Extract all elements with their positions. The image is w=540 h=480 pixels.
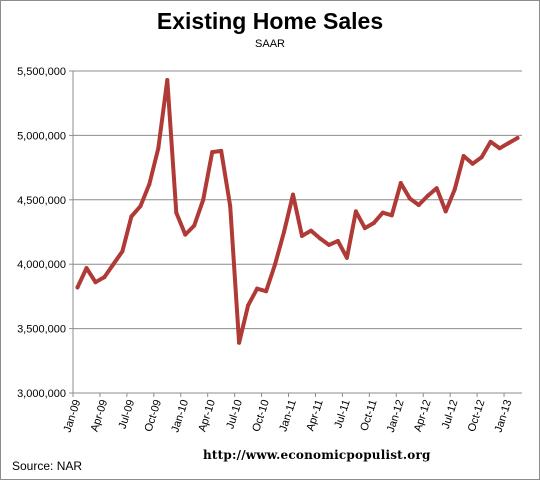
data-point xyxy=(219,148,224,153)
data-point xyxy=(362,226,367,231)
x-tick-label: Apr-09 xyxy=(89,398,111,433)
x-tick-label: Oct-11 xyxy=(358,398,379,432)
data-point xyxy=(497,146,502,151)
data-point xyxy=(183,232,188,237)
data-point xyxy=(470,161,475,166)
y-tick-label: 3,500,000 xyxy=(17,324,66,336)
watermark-url: http://www.economicpopulist.org xyxy=(203,448,431,462)
data-point xyxy=(75,285,80,290)
data-point xyxy=(515,135,520,140)
data-point xyxy=(398,181,403,186)
data-point xyxy=(192,223,197,228)
data-point xyxy=(165,78,170,83)
x-tick-label: Oct-12 xyxy=(466,398,488,433)
gridlines xyxy=(69,70,522,397)
chart-subtitle: SAAR xyxy=(255,38,285,50)
series-group xyxy=(75,78,520,345)
data-point xyxy=(102,275,107,280)
data-point xyxy=(174,210,179,215)
x-tick-label: Jul-12 xyxy=(440,398,461,430)
data-point xyxy=(416,202,421,207)
x-tick-label: Jul-10 xyxy=(224,398,245,430)
data-point xyxy=(120,249,125,254)
y-tick-label: 5,000,000 xyxy=(17,130,66,142)
data-point xyxy=(210,150,215,155)
data-point xyxy=(335,239,340,244)
data-point xyxy=(479,155,484,160)
data-point xyxy=(273,262,278,267)
x-tick-label: Jan-10 xyxy=(169,398,191,434)
data-point xyxy=(488,139,493,144)
source-note: Source: NAR xyxy=(12,459,83,473)
x-axis-tick-labels: Jan-09 Apr-09 Jul-09 Oct-09 Jan-10 Apr-10 Jul-… xyxy=(62,398,515,434)
x-tick-label: Apr-11 xyxy=(304,398,325,432)
data-point xyxy=(147,182,152,187)
data-point xyxy=(380,210,385,215)
data-point xyxy=(282,230,287,234)
data-point xyxy=(138,204,143,209)
chart-title: Existing Home Sales xyxy=(156,8,384,34)
data-point xyxy=(452,187,457,192)
data-point xyxy=(291,192,296,197)
data-point xyxy=(443,209,448,214)
data-point xyxy=(84,266,89,271)
y-tick-label: 5,500,000 xyxy=(17,66,66,78)
data-point xyxy=(156,146,161,151)
x-tick-label: Jan-13 xyxy=(493,398,515,434)
data-point xyxy=(201,197,206,202)
y-tick-label: 4,000,000 xyxy=(17,259,66,271)
x-tick-label: Oct-09 xyxy=(143,398,165,433)
data-point xyxy=(264,289,269,294)
x-tick-label: Apr-10 xyxy=(196,398,218,433)
data-point xyxy=(425,193,430,198)
data-point xyxy=(506,141,511,146)
data-point xyxy=(317,236,322,241)
data-point xyxy=(461,154,466,159)
data-point xyxy=(246,303,251,308)
data-point xyxy=(371,220,376,225)
x-tick-label: Oct-10 xyxy=(250,398,272,433)
x-tick-label: Jan-09 xyxy=(62,398,84,434)
data-point xyxy=(228,204,233,209)
data-point xyxy=(434,186,439,191)
data-point xyxy=(237,340,242,345)
data-point xyxy=(93,280,98,285)
x-tick-label: Jan-11 xyxy=(277,398,299,433)
data-point xyxy=(111,262,116,267)
x-tick-label: Jul-09 xyxy=(117,398,138,430)
data-point xyxy=(299,233,304,238)
y-tick-label: 3,000,000 xyxy=(17,388,66,400)
data-point xyxy=(407,196,412,201)
data-point xyxy=(353,209,358,214)
data-point xyxy=(326,242,331,247)
data-point xyxy=(389,213,394,218)
data-point xyxy=(255,286,260,291)
data-point xyxy=(129,214,134,219)
data-point xyxy=(344,255,349,260)
x-tick-label: Jul-11 xyxy=(332,398,352,429)
x-tick-label: Jan-12 xyxy=(385,398,407,434)
x-tick-label: Apr-12 xyxy=(412,398,434,433)
y-tick-label: 4,500,000 xyxy=(17,195,66,207)
series-line xyxy=(75,78,520,345)
y-axis-tick-labels: 3,000,000 3,500,000 4,000,000 4,500,000 5,00… xyxy=(17,66,66,400)
data-point xyxy=(308,228,313,233)
